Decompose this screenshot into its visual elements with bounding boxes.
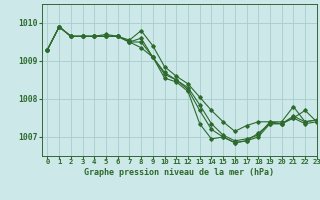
X-axis label: Graphe pression niveau de la mer (hPa): Graphe pression niveau de la mer (hPa) xyxy=(84,168,274,177)
